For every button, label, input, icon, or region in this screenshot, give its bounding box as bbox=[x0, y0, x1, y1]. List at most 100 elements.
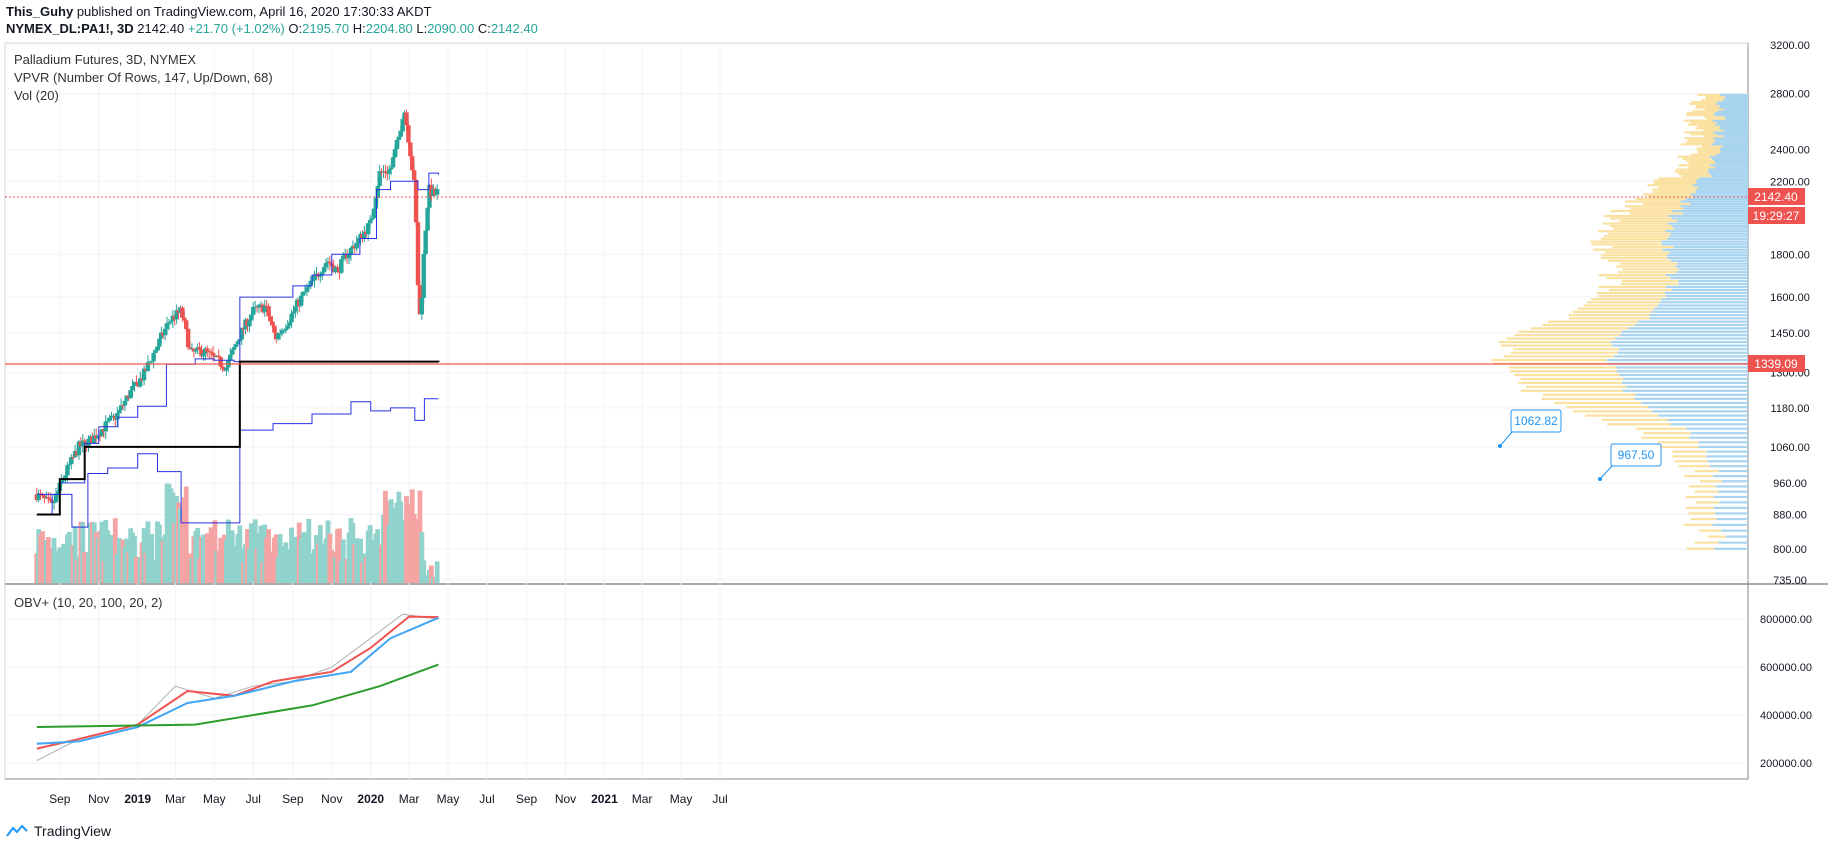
price-tick-label: 735.00 bbox=[1773, 575, 1807, 587]
vpvr-up-row bbox=[1672, 210, 1748, 213]
vpvr-down-row bbox=[1568, 313, 1650, 317]
poc-tag bbox=[1748, 355, 1805, 372]
vpvr-down-row bbox=[1678, 172, 1710, 176]
vpvr-down-row bbox=[1617, 271, 1677, 274]
candle-body bbox=[427, 185, 432, 208]
vpvr-down-row bbox=[1701, 145, 1723, 148]
vpvr-down-row bbox=[1500, 344, 1613, 347]
candle-body bbox=[310, 280, 315, 282]
vpvr-down-row bbox=[1696, 147, 1720, 150]
candle-body bbox=[411, 170, 417, 180]
time-axis[interactable]: Sep Nov 2019 Mar May Jul Sep Nov 2020 Mar May Jul Se… bbox=[49, 792, 728, 806]
vpvr-up-row bbox=[1698, 186, 1748, 189]
candle-body bbox=[118, 405, 124, 411]
vpvr-down-row bbox=[1699, 480, 1722, 483]
vpvr-up-row bbox=[1714, 112, 1748, 115]
vpvr-up-row bbox=[1714, 547, 1748, 550]
vpvr-down-row bbox=[1572, 310, 1652, 313]
vpvr-up-row bbox=[1670, 259, 1748, 262]
vpvr-up-row bbox=[1719, 127, 1748, 130]
vpvr-down-row bbox=[1652, 190, 1696, 194]
vpvr-down-row bbox=[1690, 517, 1717, 521]
candle-body bbox=[367, 219, 373, 224]
author-name[interactable]: This_Guhy bbox=[6, 4, 74, 19]
vpvr-down-row bbox=[1694, 541, 1719, 544]
vpvr-up-row bbox=[1707, 460, 1748, 463]
vpvr-up-row bbox=[1649, 313, 1748, 317]
candle-body bbox=[115, 413, 120, 420]
candle-body bbox=[149, 361, 154, 363]
vpvr-down-row bbox=[1688, 166, 1716, 169]
vpvr-up-row bbox=[1668, 214, 1748, 218]
vpvr-down-row bbox=[1642, 193, 1691, 196]
candle-body bbox=[174, 310, 179, 320]
vpvr-up-row bbox=[1715, 161, 1748, 165]
candle-body bbox=[249, 314, 254, 321]
vpvr-up-row bbox=[1724, 97, 1748, 100]
vpvr-down-row bbox=[1629, 212, 1683, 215]
vpvr-up-row bbox=[1698, 177, 1748, 180]
close-value: 2142.40 bbox=[490, 21, 538, 36]
price-tick-label: 960.00 bbox=[1773, 478, 1807, 490]
ohlc-bar: NYMEX_DL:PA1!, 3D 2142.40 +21.70 (+1.02%… bbox=[6, 21, 538, 37]
vpvr-up-row bbox=[1667, 237, 1748, 241]
vpvr-up-row bbox=[1716, 121, 1748, 124]
vpvr-up-row bbox=[1664, 291, 1748, 295]
vpvr-up-row bbox=[1695, 190, 1748, 194]
vpvr-up-row bbox=[1720, 93, 1748, 97]
vpvr-up-row bbox=[1665, 273, 1748, 277]
vpvr-down-row bbox=[1609, 224, 1672, 228]
vpvr-up-row bbox=[1665, 285, 1748, 289]
footer-brand[interactable]: TradingView bbox=[6, 823, 111, 839]
vpvr-down-row bbox=[1499, 340, 1612, 344]
callout-967-box[interactable] bbox=[1610, 443, 1662, 467]
candle-body bbox=[375, 186, 380, 198]
candle-body bbox=[369, 218, 375, 220]
obv-lines bbox=[36, 613, 439, 762]
volume-bar bbox=[429, 565, 434, 583]
price-change: +21.70 (+1.02%) bbox=[187, 21, 285, 36]
vpvr-histogram bbox=[1490, 93, 1748, 550]
vpvr-up-row bbox=[1718, 106, 1748, 109]
vpvr-up-row bbox=[1709, 172, 1748, 176]
vpvr-down-row bbox=[1697, 93, 1721, 97]
vwap-overlays bbox=[36, 172, 440, 528]
legend-title[interactable]: Palladium Futures, 3D, NYMEX bbox=[14, 52, 197, 67]
last-price-tag bbox=[1748, 188, 1805, 205]
vpvr-down-row bbox=[1619, 219, 1678, 223]
volume-bar bbox=[149, 533, 155, 583]
vpvr-up-row bbox=[1619, 334, 1748, 337]
candle-body bbox=[155, 346, 160, 351]
vpvr-up-row bbox=[1712, 475, 1748, 478]
vpvr-down-row bbox=[1684, 137, 1714, 140]
candle-body bbox=[109, 415, 114, 418]
obv-axis[interactable]: 800000.00 600000.00 400000.00 200000.00 bbox=[1760, 614, 1812, 770]
vpvr-up-row bbox=[1715, 139, 1748, 142]
vpvr-down-row bbox=[1610, 210, 1673, 213]
candle-body bbox=[333, 267, 338, 273]
symbol-label: NYMEX_DL:PA1!, 3D bbox=[6, 21, 134, 36]
vpvr-up-row bbox=[1711, 143, 1748, 146]
vwap-upper bbox=[36, 172, 439, 495]
legend-obv[interactable]: OBV+ (10, 20, 100, 20, 2) bbox=[14, 595, 163, 610]
price-tick-label: 3200.00 bbox=[1770, 40, 1810, 52]
legend-vpvr[interactable]: VPVR (Number Of Rows, 147, Up/Down, 68) bbox=[14, 70, 273, 85]
price-axis[interactable]: 3200.00 2800.00 2400.00 2200.00 1800.00 1600.… bbox=[1770, 40, 1810, 587]
candle-body bbox=[268, 316, 273, 322]
candle-body bbox=[279, 330, 285, 334]
callout-1062-box[interactable] bbox=[1510, 409, 1562, 433]
candle-body bbox=[289, 313, 294, 323]
time-tick-label: 2020 bbox=[357, 792, 384, 806]
vpvr-up-row bbox=[1712, 523, 1748, 526]
time-tick-label: Nov bbox=[555, 792, 576, 806]
vpvr-down-row bbox=[1530, 327, 1629, 330]
candle-body bbox=[124, 395, 130, 401]
vpvr-up-row bbox=[1715, 512, 1748, 515]
countdown-tag bbox=[1748, 207, 1805, 224]
candle-body bbox=[55, 491, 61, 495]
vpvr-up-row bbox=[1696, 179, 1748, 182]
candle-body bbox=[304, 287, 310, 292]
legend-volume[interactable]: Vol (20) bbox=[14, 88, 59, 103]
candle-body bbox=[339, 259, 344, 273]
